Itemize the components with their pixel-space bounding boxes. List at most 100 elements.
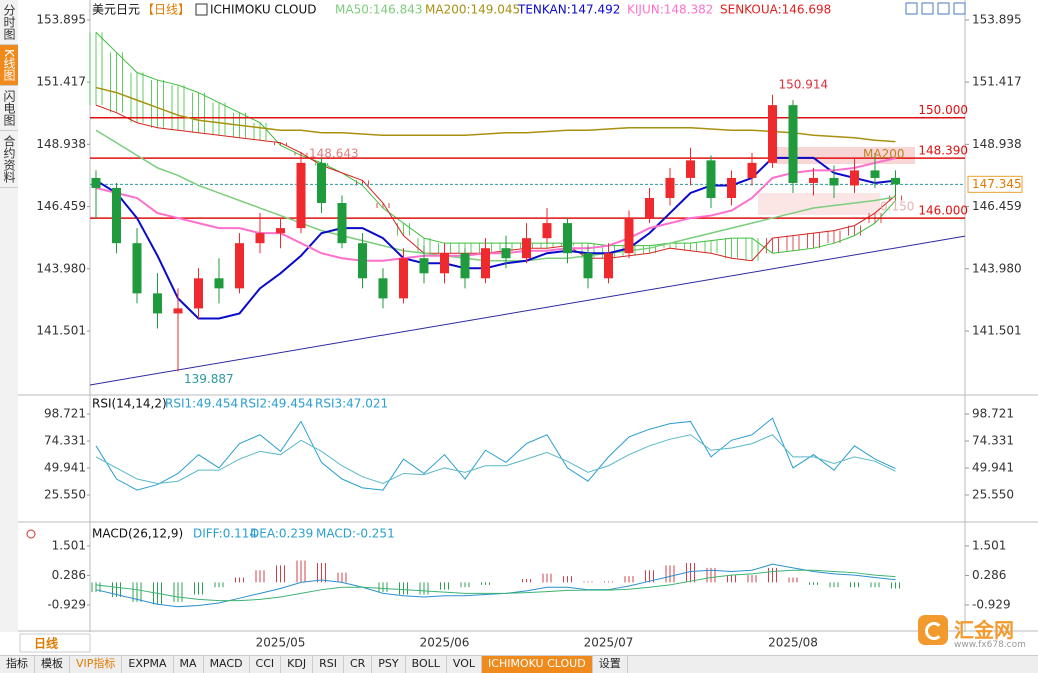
y-tick-label: 0.286 (972, 568, 1006, 582)
rsi-line (95, 434, 896, 484)
toolbar-icons (905, 2, 966, 15)
legend-item: DIFF:0.114 (193, 527, 257, 541)
candle-body (337, 203, 347, 244)
y-tick-label: 49.941 (44, 461, 86, 475)
candle-body (870, 170, 880, 178)
y-tick-label: -0.929 (47, 597, 86, 611)
current-price-label: 147.345 (972, 177, 1022, 191)
fib-label: 0.150 (880, 200, 914, 214)
x-tick-label: 2025/07 (584, 636, 634, 650)
candle-body (440, 253, 449, 274)
candle-body (399, 258, 408, 299)
toolbar-item[interactable]: PSY (372, 656, 406, 673)
toolbar-item[interactable]: EXPMA (122, 656, 174, 673)
sidebar: 分时图 K线图 闪电图 合约资料 (0, 0, 19, 632)
icon[interactable] (937, 2, 950, 15)
sidebar-tab[interactable]: K线图 (0, 45, 18, 86)
period[interactable]: 日线 (34, 636, 58, 651)
legend-item: MA50:146.843 (335, 3, 423, 17)
sidebar-tab[interactable]: 合约资料 (0, 131, 18, 188)
sidebar-tab[interactable]: 分时图 (0, 0, 18, 45)
macd-line (95, 569, 896, 602)
period-box[interactable] (19, 633, 91, 653)
candle-body (788, 105, 798, 183)
y-tick-label: 1.501 (52, 538, 86, 552)
candle-body (132, 243, 142, 294)
background (18, 0, 1038, 655)
candle-body (194, 278, 203, 309)
icon[interactable] (953, 2, 966, 15)
y-tick-label: 148.938 (972, 137, 1022, 151)
price-line-label: 150.000 (918, 103, 968, 117)
toolbar-item[interactable]: RSI (313, 656, 344, 673)
panel-title: MACD(26,12,9) (92, 527, 183, 541)
y-tick-label: 151.417 (972, 75, 1022, 89)
toolbar-item[interactable]: VOL (447, 656, 483, 673)
toolbar-item[interactable]: MACD (204, 656, 250, 673)
candle-body (747, 162, 757, 178)
candle-body (419, 258, 429, 274)
indicator-line (95, 156, 896, 320)
toolbar-item[interactable]: KDJ (281, 656, 314, 673)
y-tick-label: 146.459 (36, 199, 86, 213)
toolbar-item[interactable]: CR (344, 656, 373, 673)
y-tick-label: 148.938 (36, 137, 86, 151)
chart: 日线 153.895 153.895 151.417 151.417 148.938 14… (18, 0, 1038, 655)
zone-box (770, 147, 915, 164)
candle-body (501, 248, 511, 259)
candle-body (481, 248, 490, 279)
toolbar-item[interactable]: ICHIMOKU CLOUD (482, 656, 593, 673)
toolbar: 指标 模板 VIP指标 EXPMA MA MACD CCI KDJ RSI CR PSY BOLL VO… (0, 655, 1038, 673)
icon[interactable] (905, 2, 918, 15)
candle-body (317, 162, 326, 204)
candle-body (173, 308, 183, 314)
high-label: 150.914 (779, 77, 829, 91)
toolbar-item[interactable]: BOLL (406, 656, 447, 673)
indicator-line (95, 86, 896, 143)
y-tick-label: 98.721 (44, 407, 86, 421)
icon[interactable] (921, 2, 934, 15)
legend-item: RSI2:49.454 (240, 397, 313, 411)
y-tick-label: -0.929 (972, 597, 1011, 611)
x-tick-label: 2025/06 (420, 636, 470, 650)
cloud-edge (95, 104, 896, 262)
indicator-line (95, 129, 896, 262)
candle-body (850, 170, 859, 186)
candle-body (358, 243, 367, 279)
candle-body (255, 233, 265, 244)
sidebar-tab[interactable]: 闪电图 (0, 86, 18, 131)
legend-item: MA200:149.045 (425, 3, 520, 17)
settings-icon[interactable] (26, 529, 36, 539)
toolbar-item[interactable]: 模板 (35, 656, 70, 673)
y-tick-label: 49.941 (972, 461, 1014, 475)
candle-body (624, 218, 634, 254)
y-tick-label: 151.417 (36, 75, 86, 89)
candle-body (460, 253, 470, 279)
x-tick-label: 2025/05 (256, 636, 306, 650)
trendline (89, 235, 966, 386)
toolbar-item[interactable]: VIP指标 (70, 656, 123, 673)
indicator-line (95, 157, 896, 262)
legend-item: TENKAN:147.492 (517, 3, 620, 17)
legend-item: MACD:-0.251 (316, 527, 395, 541)
y-tick-label: 146.459 (972, 199, 1022, 213)
y-tick-label: 1.501 (972, 538, 1006, 552)
y-tick-label: 74.331 (44, 434, 86, 448)
toolbar-item[interactable]: 指标 (0, 656, 35, 673)
legend-item: RSI1:49.454 (165, 397, 238, 411)
candle-body (809, 177, 818, 183)
logo (918, 615, 948, 645)
toolbar-item[interactable]: 设置 (593, 656, 628, 673)
candle-body (829, 177, 839, 186)
candle-body (645, 198, 654, 219)
candle-body (891, 177, 900, 185)
indicator-icon (195, 3, 208, 16)
candle-body (214, 278, 224, 289)
candle-body (91, 177, 101, 188)
toolbar-item[interactable]: CCI (250, 656, 282, 673)
y-tick-label: 25.550 (972, 488, 1014, 502)
y-tick-label: 74.331 (972, 434, 1014, 448)
toolbar-item[interactable]: MA (174, 656, 204, 673)
swing-label: 148.643 (309, 146, 359, 160)
